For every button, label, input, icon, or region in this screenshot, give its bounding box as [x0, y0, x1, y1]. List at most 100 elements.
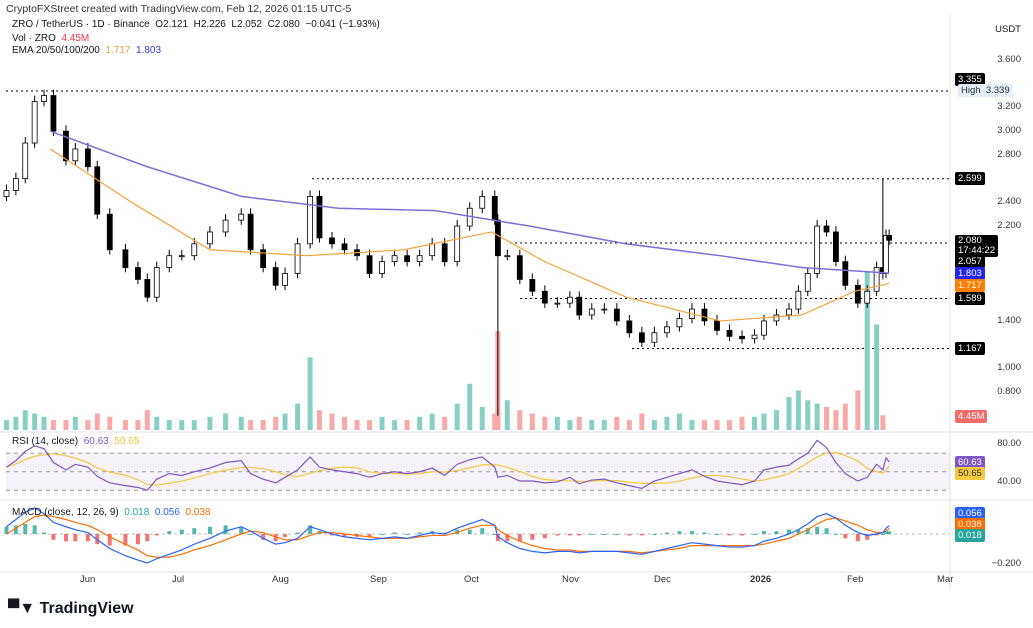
macd-hist-bar: [589, 534, 594, 535]
candle-body: [588, 308, 595, 316]
candle-body: [638, 332, 645, 343]
volume-bar: [504, 400, 510, 430]
change-value: −0.041 (−1.93%): [305, 19, 380, 30]
volume-bar: [94, 413, 100, 430]
macd-hist-bar: [192, 528, 197, 534]
signal-value: 0.038: [185, 507, 211, 518]
price-tag-1589: 1.589: [955, 292, 985, 305]
rsi-ma-line: [6, 451, 890, 486]
price-tick: 1.400: [997, 314, 1021, 326]
ema200-value: 1.803: [136, 45, 162, 56]
macd-hist-bar: [577, 534, 582, 536]
macd-hist-bar: [833, 534, 838, 535]
candle-body: [191, 243, 198, 257]
macd-hist-bar: [786, 529, 791, 534]
candle-body: [247, 213, 254, 251]
volume-bar: [13, 416, 19, 430]
macd-tick: −0.200: [991, 558, 1021, 569]
candle-body: [751, 334, 758, 340]
price-tick: 0.800: [997, 386, 1021, 398]
ema200-line: [50, 130, 890, 274]
macd-hist-bar: [145, 534, 150, 542]
volume-bar: [442, 416, 448, 430]
macd-hist-bar: [467, 529, 472, 534]
volume-bar: [752, 416, 758, 430]
macd-hist-bar: [602, 534, 607, 535]
ema50-tag: 1.717: [955, 279, 985, 292]
signal-line: [6, 514, 890, 558]
volume-bar: [342, 416, 348, 430]
last-price: 2.080: [958, 235, 982, 246]
candle-body: [222, 219, 229, 233]
volume-bar: [874, 324, 880, 430]
candle-body: [379, 261, 385, 274]
candle-body: [429, 243, 436, 257]
high-value: H2.226: [193, 19, 226, 30]
macd-hist-bar: [51, 534, 56, 540]
last-price-tag: 2.080 17:44:22: [955, 235, 998, 257]
macd-hist-bar: [884, 531, 889, 534]
macd-hist-bar: [714, 534, 719, 535]
volume-bar: [238, 416, 244, 430]
volume-bar: [295, 403, 301, 430]
volume-bar: [329, 413, 335, 430]
candle-body: [601, 308, 608, 311]
macd-hist-bar: [42, 532, 47, 534]
volume-bar: [786, 397, 792, 430]
macd-hist-bar: [261, 534, 266, 540]
volume-bar: [307, 357, 313, 430]
volume-bar: [739, 416, 745, 430]
time-label: Mar: [937, 574, 954, 585]
ema50-line: [49, 148, 890, 322]
macd-hist-bar: [815, 526, 820, 534]
time-label: Jun: [80, 574, 96, 585]
time-label: 2026: [750, 574, 772, 585]
macd-hist-bar: [392, 532, 397, 534]
symbol-name[interactable]: ZRO / TetherUS · 1D · Binance: [12, 19, 150, 30]
volume-bar: [639, 413, 645, 430]
macd-hist-bar: [179, 529, 184, 534]
rsi-tick-80: 80.00: [997, 438, 1021, 449]
ema200-tag: 1.803: [955, 267, 985, 280]
tradingview-logo[interactable]: ▀▼ TradingView: [8, 600, 134, 618]
candle-body: [739, 335, 745, 340]
candle-body: [329, 237, 335, 245]
volume-bar: [689, 420, 695, 430]
candle-body: [3, 190, 10, 197]
macd-hist-bar: [774, 531, 779, 534]
volume-bar: [529, 413, 535, 430]
candle-body: [714, 320, 720, 331]
candle-body: [72, 148, 79, 162]
volume-bar: [223, 413, 229, 430]
candle-body: [404, 255, 411, 263]
macd-hist-bar: [308, 525, 313, 534]
macd-hist-bar: [542, 534, 547, 539]
volume-bar: [761, 413, 767, 430]
logo-text: TradingView: [39, 600, 134, 617]
candle-body: [833, 231, 839, 263]
macd-hist-bar: [295, 532, 300, 534]
macd-hist-bar: [752, 534, 757, 535]
macd-hist-bar: [367, 534, 372, 537]
rsi-value: 60.63: [83, 436, 109, 447]
candle-body: [814, 225, 821, 274]
tv-logo-icon: ▀▼: [8, 600, 36, 617]
candle-body: [12, 178, 19, 191]
volume-bar: [367, 420, 373, 430]
candle-body: [441, 243, 448, 263]
candle-body: [31, 101, 38, 144]
volume-legend: Vol · ZRO 4.45M: [12, 33, 89, 44]
volume-bar: [880, 415, 886, 430]
high-tag-label: High: [961, 85, 981, 96]
volume-bar: [651, 420, 657, 430]
currency-label[interactable]: USDT: [995, 24, 1021, 35]
volume-bar: [282, 413, 288, 430]
volume-bar: [379, 416, 385, 430]
macd-hist-bar: [689, 531, 694, 534]
volume-bar: [417, 416, 423, 430]
macd-hist-bar: [874, 534, 879, 536]
close-value: C2.080: [267, 19, 300, 30]
volume-bar: [354, 420, 360, 430]
